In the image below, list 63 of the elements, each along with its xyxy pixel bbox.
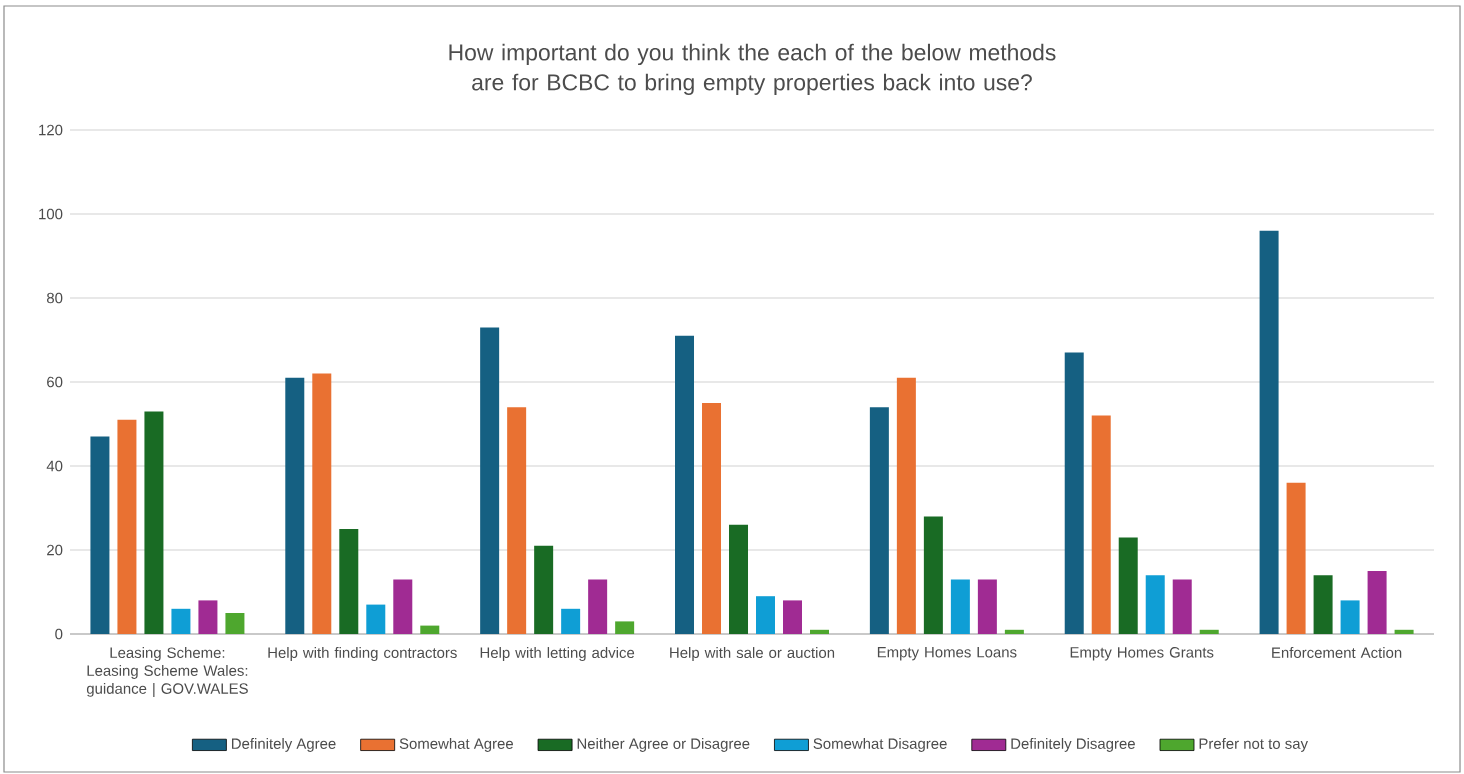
y-tick-label: 0	[55, 628, 63, 640]
y-tick-label: 100	[39, 208, 63, 220]
bar	[1145, 575, 1165, 634]
legend-label: Neither Agree or Disagree	[577, 737, 750, 752]
bar	[1367, 571, 1387, 634]
bar	[1259, 230, 1279, 634]
bar	[1394, 629, 1414, 634]
bar	[144, 411, 164, 634]
bar	[702, 403, 722, 634]
bar	[869, 407, 889, 634]
y-tick-label: 60	[47, 376, 63, 388]
bar	[225, 613, 245, 634]
bar	[810, 629, 830, 634]
x-tick-label: Help with letting advice	[480, 647, 635, 661]
bar	[480, 327, 500, 634]
bar	[1118, 537, 1138, 634]
bar	[977, 579, 997, 634]
x-tick-label: Help with finding contractors	[268, 647, 457, 661]
bar	[90, 436, 110, 634]
bar	[896, 377, 916, 634]
bar	[1091, 415, 1111, 634]
bar	[1313, 575, 1333, 634]
bar	[1199, 629, 1219, 634]
bar	[615, 621, 635, 634]
y-tick-label: 40	[46, 460, 63, 472]
bar	[1064, 352, 1084, 634]
bar	[1340, 600, 1360, 634]
x-tick-label: Enforcement Action	[1272, 647, 1402, 659]
bar	[923, 516, 943, 634]
bar	[1286, 482, 1306, 634]
y-tick-label: 20	[47, 544, 63, 556]
chart-title: How important do you think the each of the below methods are for BCBC to bring empty properties back into use?	[449, 43, 1056, 95]
bar	[507, 407, 527, 634]
bar	[950, 579, 970, 634]
bar	[729, 524, 749, 634]
legend-label: Somewhat Disagree	[813, 737, 947, 752]
legend-label: Definitely Disagree	[1011, 737, 1135, 752]
bar	[285, 377, 305, 634]
bar	[588, 579, 608, 634]
legend-label: Prefer not to say	[1199, 737, 1308, 752]
y-tick-label: 120	[39, 124, 63, 136]
bar	[171, 608, 191, 634]
bar	[675, 335, 695, 634]
bar	[534, 545, 554, 634]
x-tick-label: Help with sale or auction	[670, 647, 835, 661]
bar	[393, 579, 413, 634]
bar	[339, 529, 359, 634]
bar	[117, 419, 137, 634]
x-tick-label: Empty Homes Grants	[1070, 647, 1214, 661]
legend-label: Somewhat Agree	[399, 737, 513, 752]
x-tick-label: Leasing Scheme: Leasing Scheme Wales: guidance | GOV.WALES	[86, 647, 248, 697]
bar	[1004, 629, 1024, 634]
bar	[783, 600, 803, 634]
bar	[420, 625, 440, 634]
bar	[366, 604, 386, 634]
bar	[312, 373, 332, 634]
y-tick-label: 80	[46, 292, 63, 304]
x-tick-label: Empty Homes Loans	[877, 647, 1017, 661]
bar	[756, 596, 776, 634]
bar	[1172, 579, 1192, 634]
bar	[198, 600, 218, 634]
legend-label: Definitely Agree	[231, 737, 336, 752]
bar	[561, 608, 581, 634]
